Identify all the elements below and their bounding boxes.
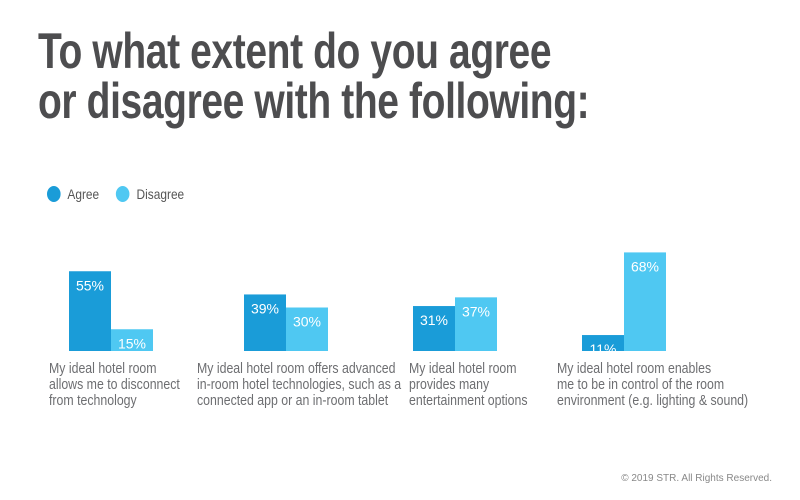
category-label-3: My ideal hotel room provides many entert… <box>409 361 528 409</box>
legend-label-agree: Agree <box>67 186 100 202</box>
data-label-agree-4: 11% <box>590 341 617 357</box>
legend-item-disagree: Disagree <box>116 186 184 202</box>
category-label-2: My ideal hotel room offers advanced in-r… <box>197 361 402 409</box>
data-label-disagree-3: 37% <box>462 303 490 319</box>
data-label-agree-2: 39% <box>251 300 279 316</box>
legend-swatch-disagree <box>116 186 130 202</box>
data-label-disagree-1: 15% <box>118 335 146 351</box>
bar-disagree-2 <box>286 307 328 351</box>
bar-agree-3 <box>413 306 455 351</box>
copyright: © 2019 STR. All Rights Reserved. <box>621 473 772 484</box>
bar-disagree-4 <box>624 252 666 351</box>
data-label-agree-3: 31% <box>420 312 448 328</box>
bar-agree-2 <box>244 294 286 351</box>
legend-swatch-agree <box>47 186 61 202</box>
title-line-1: To what extent do you agree <box>38 23 552 79</box>
legend-item-agree: Agree <box>47 186 99 202</box>
bar-disagree-1 <box>111 329 153 351</box>
category-label-1: My ideal hotel room allows me to disconn… <box>49 361 180 409</box>
category-label-4: My ideal hotel room enables me to be in … <box>557 361 749 409</box>
bar-disagree-3 <box>455 297 497 351</box>
legend: Agree Disagree <box>47 186 201 202</box>
title-line-2: or disagree with the following: <box>38 73 590 129</box>
chart-title: To what extent do you agree or disagree … <box>38 23 590 129</box>
data-label-disagree-2: 30% <box>293 314 321 330</box>
legend-label-disagree: Disagree <box>136 186 185 202</box>
bar-agree-1 <box>69 271 111 351</box>
bar-agree-4 <box>582 335 624 351</box>
data-label-disagree-4: 68% <box>631 258 659 274</box>
data-label-agree-1: 55% <box>76 277 104 293</box>
